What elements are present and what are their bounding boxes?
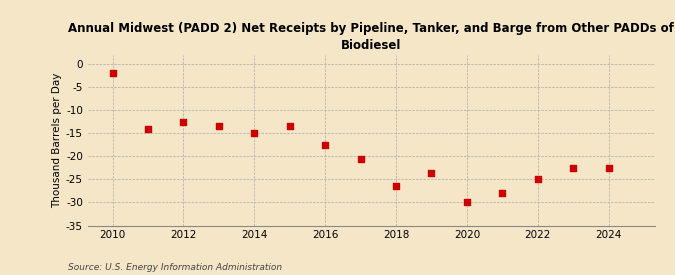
Y-axis label: Thousand Barrels per Day: Thousand Barrels per Day <box>52 73 61 208</box>
Point <box>142 126 153 131</box>
Point <box>355 156 366 161</box>
Point <box>391 184 402 189</box>
Point <box>426 170 437 175</box>
Point <box>497 191 508 196</box>
Point <box>603 166 614 170</box>
Point <box>249 131 260 136</box>
Point <box>533 177 543 182</box>
Point <box>320 143 331 147</box>
Point <box>568 166 578 170</box>
Point <box>178 120 189 124</box>
Point <box>213 124 224 129</box>
Point <box>462 200 472 205</box>
Point <box>107 71 118 76</box>
Title: Annual Midwest (PADD 2) Net Receipts by Pipeline, Tanker, and Barge from Other P: Annual Midwest (PADD 2) Net Receipts by … <box>68 23 674 53</box>
Text: Source: U.S. Energy Information Administration: Source: U.S. Energy Information Administ… <box>68 263 281 272</box>
Point <box>284 124 295 129</box>
